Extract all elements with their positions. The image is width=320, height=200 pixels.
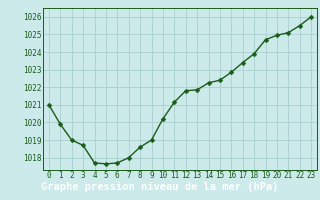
- Text: Graphe pression niveau de la mer (hPa): Graphe pression niveau de la mer (hPa): [41, 182, 279, 192]
